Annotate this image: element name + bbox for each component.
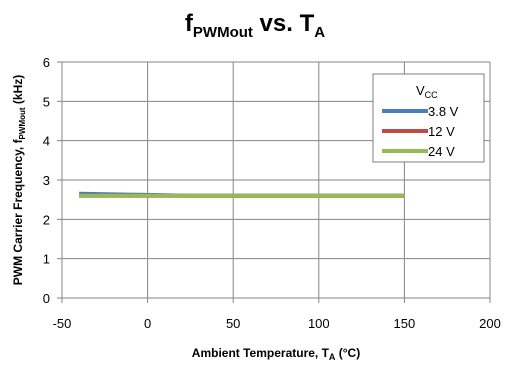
y-tick-label: 0 [43,291,50,306]
y-tick-label: 5 [43,94,50,109]
series-lines [79,191,405,198]
x-tick-label: 200 [479,316,501,331]
axes [57,61,491,303]
x-axis-title: Ambient Temperature, TA (°C) [192,346,360,362]
y-tick-label: 2 [43,212,50,227]
x-tick-label: 150 [394,316,416,331]
x-axis-title-sub: A [329,352,336,362]
legend-title-sub: CC [425,90,438,100]
chart-title-main: f [185,10,194,37]
y-tick-label: 1 [43,252,50,267]
y-tick-label: 6 [43,55,50,70]
y-tick-label: 4 [43,134,50,149]
x-axis-title-main: Ambient Temperature, T [192,346,330,360]
x-tick-label: 50 [226,316,240,331]
chart-title-mid-sub: A [314,24,325,41]
legend-title: VCC [416,83,438,100]
y-axis-title-tail: (kHz) [11,75,25,108]
x-tick-label: -50 [53,316,72,331]
y-axis-title-main: PWM Carrier Frequency, f [11,138,25,285]
chart-title: fPWMout vs. TA [185,10,325,41]
y-axis-title-sub: PWMout [18,107,27,139]
x-axis-title-tail: (°C) [335,346,360,360]
legend-title-main: V [416,83,425,98]
legend-label: 12 V [428,124,455,139]
y-axis-title: PWM Carrier Frequency, fPWMout (kHz) [11,75,27,285]
legend-label: 3.8 V [428,104,459,119]
chart-title-main-sub: PWMout [193,24,253,41]
y-tick-label: 3 [43,173,50,188]
x-tick-label: 0 [144,316,151,331]
legend-label: 24 V [428,144,455,159]
x-tick-label: 100 [308,316,330,331]
legend-box [372,73,485,163]
chart-title-mid: vs. T [253,10,315,37]
legend: VCC 3.8 V 12 V 24 V [372,73,485,163]
